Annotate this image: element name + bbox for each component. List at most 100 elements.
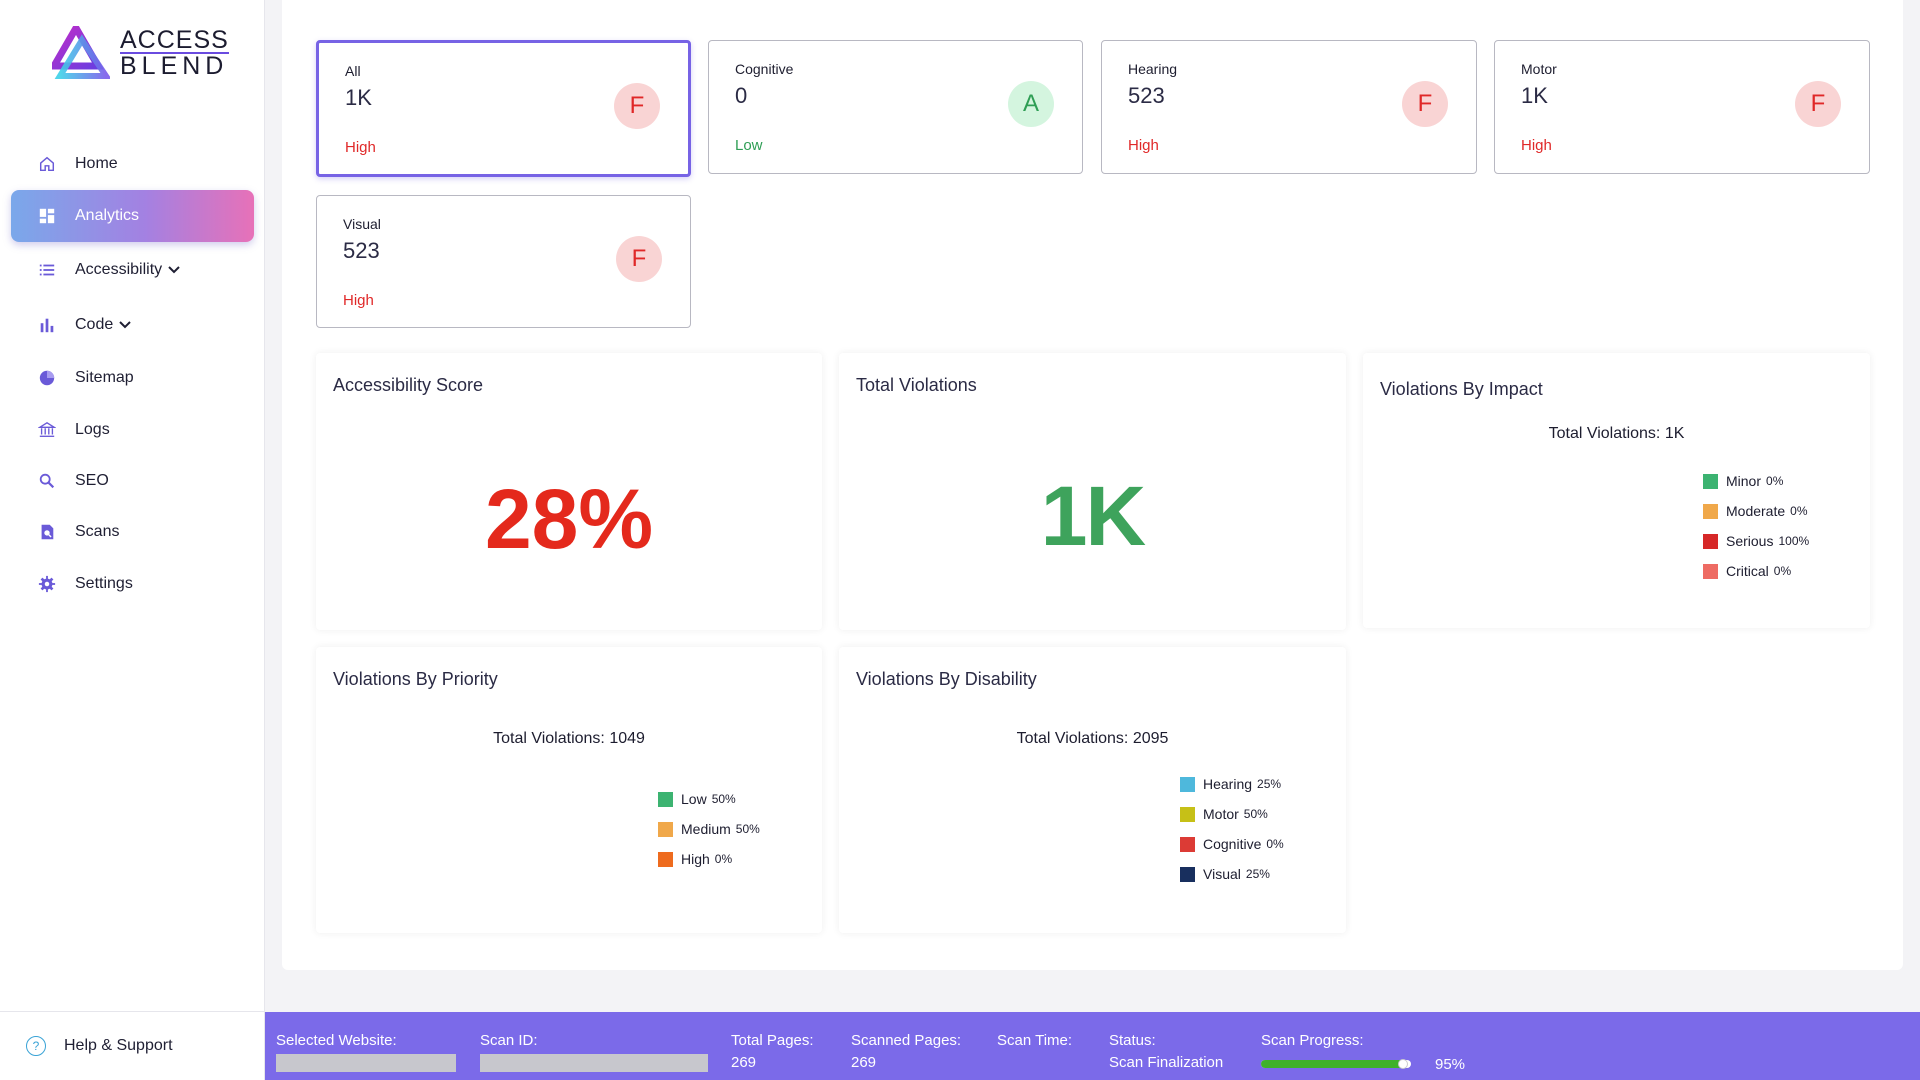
legend-item[interactable]: Serious 100% (1703, 526, 1809, 556)
card-label: Motor (1521, 61, 1557, 77)
sidebar-item-label: SEO (75, 472, 109, 489)
card-level: High (1521, 137, 1552, 154)
scanned-pages-label: Scanned Pages: (851, 1032, 962, 1049)
scan-id-value[interactable] (480, 1054, 708, 1072)
pie-chart-icon (37, 368, 57, 388)
card-value: 1K (345, 85, 372, 110)
grade-badge: F (1795, 81, 1841, 127)
sidebar-item-home[interactable]: Home (11, 138, 254, 190)
sidebar-nav: Home Analytics Accessibility Code Sitema… (11, 138, 254, 610)
violations-by-impact-panel: Violations By Impact Total Violations: 1… (1363, 353, 1870, 628)
card-level: Low (735, 137, 763, 154)
card-hearing[interactable]: Hearing 523 High F (1101, 40, 1477, 174)
impact-legend: Minor 0% Moderate 0% Serious 100% Critical 0… (1703, 466, 1809, 586)
card-cognitive[interactable]: Cognitive 0 Low A (708, 40, 1083, 174)
legend-item[interactable]: Medium 50% (658, 814, 760, 844)
violations-by-priority-panel: Violations By Priority Total Violations:… (316, 647, 822, 933)
scanned-pages-value: 269 (851, 1054, 877, 1071)
total-violations-panel: Total Violations 1K (839, 353, 1346, 630)
sidebar-item-label: Code (75, 316, 114, 333)
accessibility-score-value: 28% (484, 472, 654, 566)
scan-time: Scan Time: (997, 1032, 1072, 1049)
scan-status: Status: Scan Finalization (1109, 1032, 1223, 1071)
legend-item[interactable]: Motor 50% (1180, 799, 1284, 829)
sidebar-item-label: Home (75, 155, 118, 172)
sidebar-item-settings[interactable]: Settings (11, 558, 254, 610)
card-visual[interactable]: Visual 523 High F (316, 195, 691, 328)
card-label: Cognitive (735, 61, 794, 77)
sidebar-item-sitemap[interactable]: Sitemap (11, 352, 254, 404)
legend-pct: 50% (1243, 807, 1268, 821)
card-label: Hearing (1128, 61, 1178, 77)
selected-website-value[interactable] (276, 1054, 456, 1072)
sidebar-item-analytics[interactable]: Analytics (11, 190, 254, 242)
grade-badge: F (1402, 81, 1448, 127)
legend-pct: 100% (1778, 534, 1810, 548)
list-icon (37, 260, 57, 280)
legend-swatch (658, 851, 673, 867)
card-motor[interactable]: Motor 1K High F (1494, 40, 1870, 174)
legend-pct: 25% (1245, 867, 1270, 881)
legend-item[interactable]: Hearing 25% (1180, 769, 1284, 799)
legend-swatch (1703, 563, 1718, 579)
bank-icon (37, 420, 57, 440)
scan-progress-bar (1261, 1059, 1411, 1069)
legend-pct: 0% (1773, 564, 1792, 578)
sidebar-item-logs[interactable]: Logs (11, 404, 254, 456)
accessibility-score-panel: Accessibility Score 28% (316, 353, 822, 630)
card-label: Visual (343, 216, 381, 232)
sidebar-item-accessibility[interactable]: Accessibility (11, 242, 254, 298)
legend-swatch (1180, 866, 1195, 882)
scan-id: Scan ID: (480, 1032, 708, 1072)
legend-label: Moderate (1726, 503, 1786, 519)
status-label: Status: (1109, 1032, 1156, 1049)
legend-item[interactable]: Cognitive 0% (1180, 829, 1284, 859)
grade-badge: A (1008, 81, 1054, 127)
scan-status-bar: Selected Website: Scan ID: Total Pages: … (265, 1012, 1920, 1080)
scanned-pages: Scanned Pages: 269 (851, 1032, 961, 1071)
legend-swatch (1180, 806, 1195, 822)
brand-logo[interactable]: ACCESS BLEND (52, 26, 229, 80)
sidebar-item-label: Logs (75, 421, 110, 438)
sidebar-item-label: Sitemap (75, 369, 134, 386)
card-value: 1K (1521, 83, 1548, 108)
legend-item[interactable]: Critical 0% (1703, 556, 1809, 586)
selected-website: Selected Website: (276, 1032, 456, 1072)
legend-label: Low (681, 791, 707, 807)
analytics-main: All 1K High F Cognitive 0 Low A Hearing … (282, 0, 1903, 970)
sidebar: ACCESS BLEND Home Analytics Accessibilit… (0, 0, 265, 1080)
logo-icon (52, 26, 110, 79)
legend-item[interactable]: Moderate 0% (1703, 496, 1809, 526)
panel-title: Violations By Priority (333, 669, 498, 689)
scan-progress-fill (1261, 1060, 1404, 1068)
total-violations-value: 1K (1040, 469, 1146, 563)
legend-item[interactable]: Visual 25% (1180, 859, 1284, 889)
total-pages: Total Pages: 269 (731, 1032, 814, 1071)
card-value: 523 (1128, 83, 1165, 108)
card-value: 523 (343, 238, 380, 263)
sidebar-item-label: Scans (75, 523, 120, 540)
sidebar-item-code[interactable]: Code (11, 298, 254, 352)
legend-item[interactable]: Minor 0% (1703, 466, 1809, 496)
legend-label: High (681, 851, 710, 867)
grade-badge: F (614, 83, 660, 129)
card-label: All (345, 63, 361, 79)
grade-badge: F (616, 236, 662, 282)
chevron-down-icon (119, 318, 131, 332)
legend-pct: 50% (735, 822, 760, 836)
sidebar-item-seo[interactable]: SEO (11, 456, 254, 506)
sidebar-item-label: Analytics (75, 207, 140, 224)
sidebar-item-scans[interactable]: Scans (11, 506, 254, 558)
legend-pct: 0% (714, 852, 733, 866)
scan-document-icon (37, 522, 57, 542)
legend-label: Serious (1726, 533, 1774, 549)
help-support-link[interactable]: ? Help & Support (0, 1011, 265, 1080)
legend-item[interactable]: High 0% (658, 844, 760, 874)
legend-swatch (1180, 776, 1195, 792)
sidebar-item-label: Settings (75, 575, 133, 592)
scan-progress-percent: 95% (1435, 1056, 1466, 1073)
card-all[interactable]: All 1K High F (316, 40, 691, 177)
disability-total: Total Violations: 2095 (1016, 730, 1169, 747)
legend-item[interactable]: Low 50% (658, 784, 760, 814)
scan-time-label: Scan Time: (997, 1032, 1073, 1049)
